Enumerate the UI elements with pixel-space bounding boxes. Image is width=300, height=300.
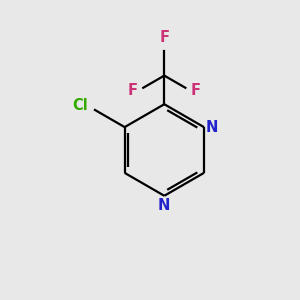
Text: F: F: [128, 83, 138, 98]
Text: F: F: [159, 30, 169, 45]
Text: N: N: [206, 120, 218, 135]
Text: F: F: [191, 83, 201, 98]
Text: N: N: [158, 198, 170, 213]
Text: Cl: Cl: [72, 98, 88, 113]
